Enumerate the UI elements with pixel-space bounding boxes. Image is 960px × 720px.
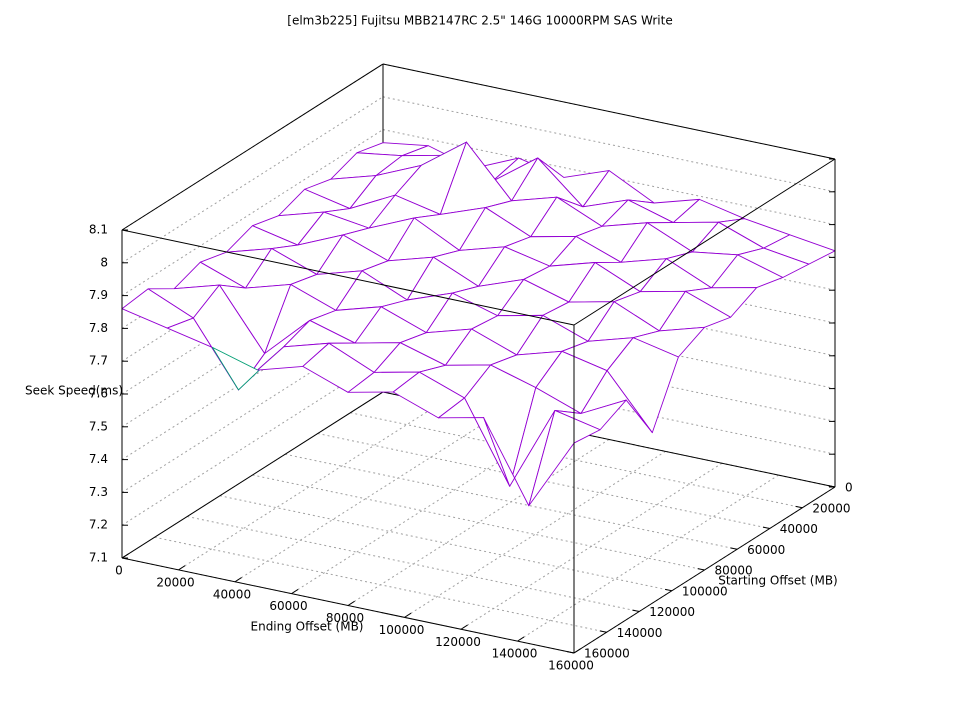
tick-mark xyxy=(573,648,581,654)
grid-line xyxy=(121,227,384,395)
x-tick-label: 160000 xyxy=(548,659,594,673)
chart-title: [elm3b225] Fujitsu MBB2147RC 2.5" 146G 1… xyxy=(287,14,672,28)
grid-line xyxy=(285,453,738,550)
x-tick-label: 100000 xyxy=(379,623,425,637)
grid-line xyxy=(121,129,384,297)
tick-mark xyxy=(404,612,412,618)
x-axis-title: Ending Offset (MB) xyxy=(251,620,364,634)
z-tick-label: 8.1 xyxy=(89,223,108,237)
grid-line xyxy=(178,403,440,571)
y-tick-label: 100000 xyxy=(682,584,728,598)
z-axis-title: Seek Speed(ms) xyxy=(25,384,123,398)
axis-line xyxy=(573,158,836,326)
grid-line xyxy=(382,96,836,193)
grid-line xyxy=(121,96,384,264)
x-tick-label: 20000 xyxy=(156,575,194,589)
y-tick-label: 160000 xyxy=(584,647,630,661)
x-tick-label: 120000 xyxy=(435,635,481,649)
z-tick-label: 7.1 xyxy=(89,551,108,565)
z-tick-label: 7.9 xyxy=(89,288,108,302)
z-tick-label: 7.5 xyxy=(89,419,108,433)
z-tick-label: 8 xyxy=(100,255,108,269)
x-tick-label: 80000 xyxy=(326,611,364,625)
z-tick-label: 7.7 xyxy=(89,354,108,368)
z-tick-label: 7.3 xyxy=(89,485,108,499)
grid-line xyxy=(517,474,779,642)
axis-line xyxy=(121,229,575,326)
grid-line xyxy=(234,415,497,583)
grid-line xyxy=(121,358,384,526)
grid-line xyxy=(187,516,640,612)
x-tick-label: 0 xyxy=(115,564,123,578)
tick-mark xyxy=(121,553,129,559)
tick-mark xyxy=(632,609,640,612)
tick-mark xyxy=(291,589,299,595)
y-tick-label: 140000 xyxy=(617,626,663,640)
tick-mark xyxy=(347,600,355,606)
grid-line xyxy=(347,439,610,606)
tick-mark xyxy=(517,636,525,642)
axis-line xyxy=(121,391,384,559)
tick-mark xyxy=(234,577,242,583)
z-tick-label: 7.6 xyxy=(89,387,108,401)
tick-mark xyxy=(460,624,468,630)
tick-mark xyxy=(762,526,770,529)
z-tick-label: 7.2 xyxy=(89,518,108,532)
tick-mark xyxy=(567,651,575,654)
tick-mark xyxy=(664,588,672,592)
x-tick-label: 140000 xyxy=(492,647,538,661)
tick-mark xyxy=(828,485,836,488)
x-tick-label: 60000 xyxy=(269,599,307,613)
grid-line xyxy=(121,293,384,461)
tick-mark xyxy=(697,568,705,571)
grid-line xyxy=(252,474,705,571)
grid-line xyxy=(219,495,672,592)
tick-mark xyxy=(178,565,186,571)
tick-mark xyxy=(795,505,803,509)
axis-line xyxy=(121,63,384,231)
y-tick-label: 120000 xyxy=(649,605,695,619)
grid-line xyxy=(404,450,666,618)
tick-mark xyxy=(599,630,607,633)
z-tick-label: 7.8 xyxy=(89,321,108,335)
grid-line xyxy=(350,412,803,509)
axis-line xyxy=(382,63,836,160)
z-tick-label: 7.4 xyxy=(89,452,108,466)
y-tick-label: 60000 xyxy=(747,543,785,557)
grid-line xyxy=(121,194,384,362)
x-tick-label: 40000 xyxy=(213,587,251,601)
grid-line xyxy=(121,260,384,428)
grid-line xyxy=(154,536,607,633)
y-tick-label: 0 xyxy=(845,481,853,495)
y-tick-label: 80000 xyxy=(715,564,753,578)
y-tick-label: 20000 xyxy=(812,501,850,515)
tick-mark xyxy=(730,547,738,550)
grid-line xyxy=(460,462,723,630)
y-axis-title: Starting Offset (MB) xyxy=(718,574,838,588)
grid-line xyxy=(121,325,384,493)
y-tick-label: 40000 xyxy=(780,522,818,536)
